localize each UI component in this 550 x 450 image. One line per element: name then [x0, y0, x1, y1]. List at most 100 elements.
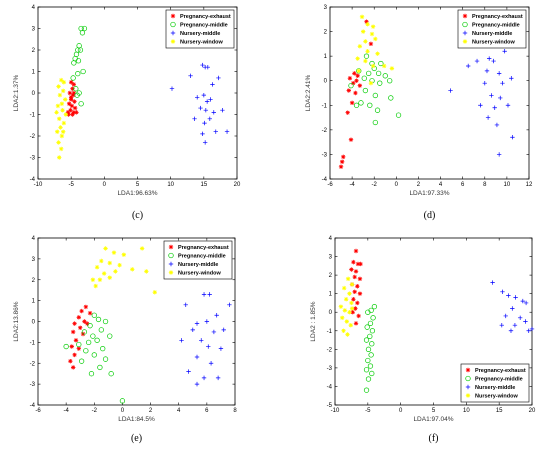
y-tick-label: 4	[329, 236, 333, 242]
data-point	[93, 283, 98, 289]
data-point	[363, 53, 370, 59]
data-point	[54, 110, 59, 115]
data-point	[91, 312, 97, 318]
data-point	[216, 75, 221, 81]
data-point	[201, 92, 207, 98]
y-tick-label: -1	[30, 113, 36, 119]
x-tick-label: -6	[327, 182, 333, 188]
x-tick-label: 0	[121, 408, 125, 414]
x-tick-label: -4	[349, 182, 355, 188]
y-tick-label: 4	[32, 236, 36, 242]
data-point	[81, 329, 88, 335]
data-point	[63, 343, 69, 350]
data-point	[500, 80, 505, 86]
data-point	[213, 129, 218, 134]
data-point	[102, 356, 109, 362]
y-tick-label: -3	[30, 382, 36, 388]
data-point	[88, 371, 95, 377]
data-point	[370, 315, 376, 321]
data-point	[68, 95, 74, 100]
data-point	[201, 375, 207, 381]
data-point	[382, 73, 388, 79]
data-point	[490, 280, 495, 285]
x-tick-label: -4	[63, 408, 69, 414]
y-tick-label: -1	[327, 329, 333, 335]
data-point	[199, 338, 204, 343]
data-point	[363, 58, 368, 64]
data-point	[509, 76, 514, 81]
data-point	[68, 80, 74, 85]
x-tick-label: 8	[233, 408, 237, 414]
data-point	[349, 267, 354, 272]
data-point	[368, 41, 374, 47]
data-point	[75, 70, 81, 77]
x-tick-label: -6	[35, 408, 41, 414]
data-point	[70, 112, 75, 117]
data-point	[369, 31, 375, 37]
legend-marker	[170, 39, 176, 44]
x-tick-label: 0	[395, 182, 399, 188]
legend: Pregnancy-exhaust Pregnancy-middle Nursery…	[457, 9, 527, 49]
y-tick-label: -1	[30, 340, 36, 346]
data-point	[203, 108, 209, 113]
data-point	[71, 90, 77, 96]
y-tick-label: -2	[30, 361, 36, 367]
legend-entry: Nursery-middle	[178, 262, 218, 268]
data-point	[144, 269, 149, 274]
data-point	[179, 338, 184, 343]
data-point	[510, 306, 515, 311]
legend-entry: Nursery-window	[178, 271, 222, 277]
legend-entry: Pregnancy-exhaust	[178, 245, 229, 251]
data-point	[363, 387, 370, 393]
data-point	[83, 348, 89, 354]
x-tick-label: 15	[496, 408, 503, 414]
x-tick-label: 0	[399, 408, 403, 414]
data-point	[202, 140, 208, 145]
data-point	[75, 47, 81, 53]
data-point	[66, 101, 72, 106]
x-tick-label: 5	[432, 408, 436, 414]
x-tick-label: 0	[103, 182, 107, 188]
data-point	[351, 80, 356, 86]
data-point	[214, 313, 219, 318]
panel-caption: (d)	[424, 210, 436, 221]
y-tick-label: -3	[327, 366, 333, 372]
data-point	[341, 328, 346, 333]
data-point	[345, 276, 351, 282]
data-point	[55, 103, 61, 109]
y-tick-label: 3	[324, 5, 328, 11]
series-group	[448, 49, 515, 157]
y-tick-label: 0	[32, 91, 36, 97]
data-point	[76, 346, 82, 351]
legend-marker	[462, 21, 468, 28]
data-point	[81, 25, 88, 32]
data-point	[204, 319, 210, 324]
scatter-panel: -6 -4 -2 0 2 4 6 8 10 12-4-3-2-10123LDA1:97.33%LD…	[305, 5, 533, 221]
data-point	[348, 137, 354, 142]
data-point	[512, 323, 518, 328]
series-group	[90, 246, 157, 295]
data-point	[70, 329, 76, 335]
data-point	[505, 103, 511, 108]
data-point	[200, 62, 205, 68]
data-point	[78, 325, 83, 330]
data-point	[499, 323, 504, 328]
data-point	[108, 371, 114, 377]
legend-entry: Pregnancy-middle	[475, 377, 523, 383]
legend-marker	[170, 13, 176, 19]
data-point	[75, 58, 82, 64]
data-point	[97, 277, 103, 282]
y-tick-label: -4	[322, 177, 328, 183]
series-group	[54, 77, 69, 160]
data-point	[353, 269, 359, 274]
x-tick-label: 4	[439, 182, 443, 188]
data-point	[198, 105, 203, 111]
data-point	[69, 103, 75, 109]
data-point	[508, 328, 514, 333]
data-point	[113, 269, 118, 274]
x-tick-label: 10	[504, 182, 511, 188]
data-point	[369, 370, 375, 377]
data-point	[365, 309, 371, 315]
data-point	[370, 63, 376, 69]
panel-caption: (f)	[429, 433, 439, 444]
